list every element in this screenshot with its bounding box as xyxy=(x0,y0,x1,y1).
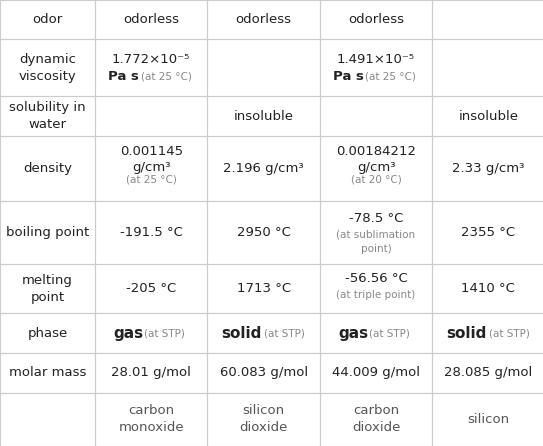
Bar xyxy=(320,264,432,313)
Text: -191.5 °C: -191.5 °C xyxy=(120,226,182,240)
Text: odorless: odorless xyxy=(348,13,404,26)
Text: phase: phase xyxy=(27,326,68,339)
Bar xyxy=(0,202,95,264)
Bar xyxy=(0,313,95,353)
Text: 2.196 g/cm³: 2.196 g/cm³ xyxy=(223,162,304,175)
Bar xyxy=(207,353,320,392)
Text: solid: solid xyxy=(446,326,486,340)
Text: (at 25 °C): (at 25 °C) xyxy=(141,71,192,81)
Bar xyxy=(0,0,95,39)
Text: -78.5 °C: -78.5 °C xyxy=(349,212,403,225)
Bar xyxy=(207,313,320,353)
Bar xyxy=(432,353,543,392)
Bar xyxy=(320,0,432,39)
Text: 0.00184212
g/cm³: 0.00184212 g/cm³ xyxy=(336,145,416,174)
Text: solubility in
water: solubility in water xyxy=(9,101,86,131)
Text: 2.33 g/cm³: 2.33 g/cm³ xyxy=(452,162,525,175)
Text: carbon
dioxide: carbon dioxide xyxy=(352,405,400,434)
Text: (at 20 °C): (at 20 °C) xyxy=(351,175,401,185)
Bar xyxy=(0,264,95,313)
Text: 60.083 g/mol: 60.083 g/mol xyxy=(219,366,308,379)
Bar xyxy=(95,0,207,39)
Bar xyxy=(432,392,543,446)
Text: insoluble: insoluble xyxy=(458,110,519,123)
Bar xyxy=(432,313,543,353)
Bar xyxy=(432,202,543,264)
Bar xyxy=(320,96,432,136)
Text: silicon
dioxide: silicon dioxide xyxy=(239,405,288,434)
Text: 1410 °C: 1410 °C xyxy=(462,282,515,295)
Text: odor: odor xyxy=(33,13,62,26)
Text: -56.56 °C: -56.56 °C xyxy=(345,273,407,285)
Text: carbon
monoxide: carbon monoxide xyxy=(118,405,184,434)
Text: 28.01 g/mol: 28.01 g/mol xyxy=(111,366,191,379)
Text: 44.009 g/mol: 44.009 g/mol xyxy=(332,366,420,379)
Bar xyxy=(320,353,432,392)
Text: 28.085 g/mol: 28.085 g/mol xyxy=(444,366,533,379)
Bar xyxy=(0,136,95,202)
Text: gas: gas xyxy=(113,326,144,340)
Text: 2950 °C: 2950 °C xyxy=(237,226,291,240)
Text: 0.001145
g/cm³: 0.001145 g/cm³ xyxy=(119,145,183,174)
Text: Pa s: Pa s xyxy=(108,70,139,83)
Text: -205 °C: -205 °C xyxy=(126,282,176,295)
Bar xyxy=(207,202,320,264)
Text: silicon: silicon xyxy=(468,413,509,426)
Text: Pa s: Pa s xyxy=(333,70,364,83)
Bar xyxy=(95,136,207,202)
Text: solid: solid xyxy=(221,326,261,340)
Bar xyxy=(95,39,207,96)
Bar xyxy=(207,96,320,136)
Bar xyxy=(207,392,320,446)
Bar xyxy=(95,96,207,136)
Bar xyxy=(432,264,543,313)
Text: boiling point: boiling point xyxy=(6,226,89,240)
Bar xyxy=(207,136,320,202)
Bar xyxy=(432,0,543,39)
Bar xyxy=(432,136,543,202)
Text: (at 25 °C): (at 25 °C) xyxy=(126,175,176,185)
Bar xyxy=(95,313,207,353)
Bar xyxy=(207,0,320,39)
Bar xyxy=(0,353,95,392)
Text: 1.491×10⁻⁵: 1.491×10⁻⁵ xyxy=(337,53,415,66)
Text: gas: gas xyxy=(338,326,369,340)
Text: melting
point: melting point xyxy=(22,273,73,304)
Text: odorless: odorless xyxy=(123,13,179,26)
Bar xyxy=(0,96,95,136)
Bar xyxy=(207,39,320,96)
Text: point): point) xyxy=(361,244,392,254)
Text: (at STP): (at STP) xyxy=(264,328,305,338)
Text: (at STP): (at STP) xyxy=(144,328,185,338)
Text: (at STP): (at STP) xyxy=(489,328,529,338)
Bar xyxy=(95,202,207,264)
Bar xyxy=(0,39,95,96)
Text: 1713 °C: 1713 °C xyxy=(237,282,291,295)
Text: (at 25 °C): (at 25 °C) xyxy=(365,71,416,81)
Text: (at triple point): (at triple point) xyxy=(337,290,415,300)
Bar xyxy=(320,313,432,353)
Text: 1.772×10⁻⁵: 1.772×10⁻⁵ xyxy=(112,53,191,66)
Text: odorless: odorless xyxy=(236,13,292,26)
Text: 2355 °C: 2355 °C xyxy=(462,226,515,240)
Bar xyxy=(320,136,432,202)
Bar xyxy=(432,96,543,136)
Text: (at sublimation: (at sublimation xyxy=(337,229,415,239)
Bar xyxy=(320,202,432,264)
Text: molar mass: molar mass xyxy=(9,366,86,379)
Text: density: density xyxy=(23,162,72,175)
Bar xyxy=(320,392,432,446)
Bar xyxy=(320,39,432,96)
Text: insoluble: insoluble xyxy=(233,110,294,123)
Bar xyxy=(95,392,207,446)
Text: dynamic
viscosity: dynamic viscosity xyxy=(18,53,77,83)
Bar xyxy=(432,39,543,96)
Bar xyxy=(207,264,320,313)
Bar xyxy=(0,392,95,446)
Text: (at STP): (at STP) xyxy=(369,328,409,338)
Bar xyxy=(95,264,207,313)
Bar xyxy=(95,353,207,392)
